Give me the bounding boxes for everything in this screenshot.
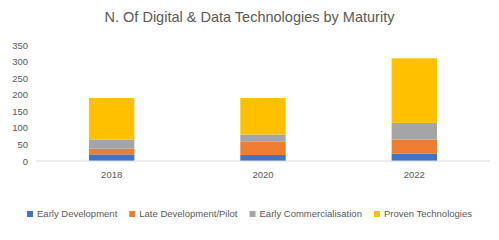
y-tick-label: 150 — [12, 106, 28, 117]
bar-segment — [392, 123, 437, 140]
y-tick-label: 250 — [12, 73, 28, 84]
bar-segment — [89, 154, 134, 161]
y-tick-label: 0 — [23, 156, 28, 167]
x-tick-label: 2020 — [252, 169, 273, 180]
x-tick-label: 2022 — [404, 169, 425, 180]
legend-label: Early Development — [37, 208, 118, 219]
bar-segment — [392, 154, 437, 161]
y-tick-label: 300 — [12, 56, 28, 67]
y-tick-label: 50 — [17, 139, 28, 150]
bar-segment — [240, 142, 285, 155]
bar-segment — [240, 155, 285, 161]
y-tick-label: 350 — [12, 40, 28, 51]
x-axis-line — [36, 161, 490, 162]
bars — [89, 58, 437, 161]
bar-segment — [89, 139, 134, 148]
bar-segment — [89, 149, 134, 155]
bar-segment — [392, 139, 437, 153]
y-tick-label: 100 — [12, 122, 28, 133]
chart-root: N. Of Digital & Data Technologies by Mat… — [0, 0, 499, 240]
legend-swatch — [129, 211, 135, 217]
y-tick-label: 200 — [12, 89, 28, 100]
bar-segment — [392, 58, 437, 123]
legend-label: Proven Technologies — [384, 208, 472, 219]
legend-swatch — [27, 211, 33, 217]
legend-label: Early Commercialisation — [260, 208, 362, 219]
bar-segment — [240, 134, 285, 141]
legend-swatch — [374, 211, 380, 217]
bar-segment — [240, 98, 285, 134]
background — [0, 0, 499, 240]
legend-swatch — [250, 211, 256, 217]
legend-label: Late Development/Pilot — [139, 208, 238, 219]
x-tick-label: 2018 — [101, 169, 122, 180]
bar-segment — [89, 98, 134, 139]
legend: Early Development Late Development/Pilot E… — [27, 208, 472, 219]
title: N. Of Digital & Data Technologies by Mat… — [105, 9, 396, 25]
